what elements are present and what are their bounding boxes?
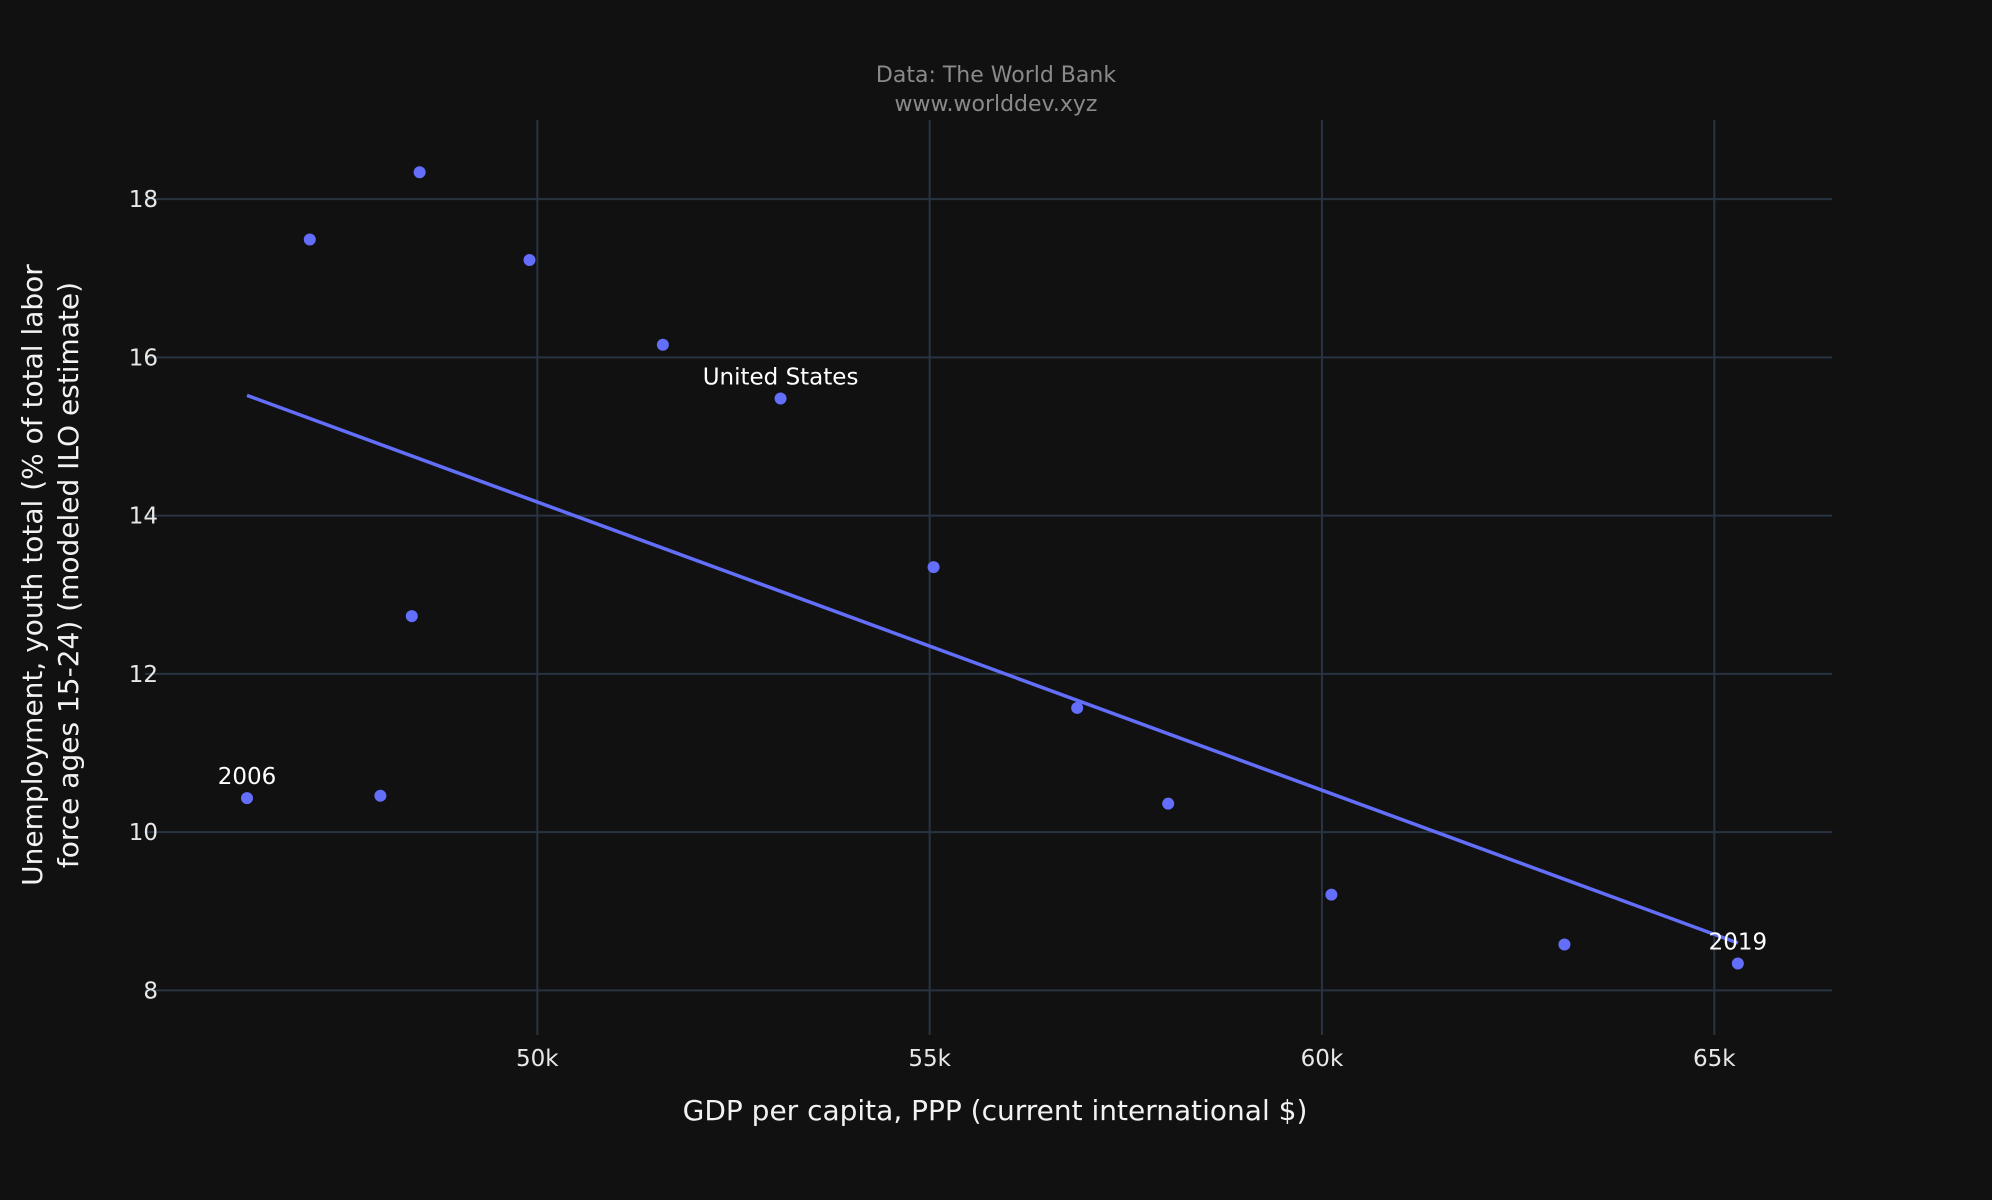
data-point[interactable] [413,166,426,179]
data-point[interactable] [927,561,940,574]
data-point[interactable] [523,254,536,267]
y-tick-label: 10 [129,820,158,846]
y-tick-label: 18 [129,187,158,213]
x-tick-label: 65k [1693,1046,1736,1072]
data-point[interactable] [1071,701,1084,714]
data-point[interactable] [303,233,316,246]
x-tick-label: 55k [908,1046,951,1072]
y-tick-label: 14 [129,504,158,530]
gridlines [145,120,1832,1035]
data-point[interactable] [374,789,387,802]
chart-title-line-2: www.worlddev.xyz [895,92,1098,117]
data-point[interactable] [656,338,669,351]
trendline-layer [246,393,1739,945]
y-tick-label: 8 [143,978,158,1004]
trendline [246,393,1739,945]
x-axis-title: GDP per capita, PPP (current internation… [683,1094,1308,1127]
point-annotation: 2006 [218,764,277,790]
x-tick-label: 60k [1301,1046,1344,1072]
points-layer [241,166,1744,970]
data-point[interactable] [1325,888,1338,901]
annotations-layer: 2006 United States 2019 [218,365,1767,956]
point-annotation: 2019 [1709,930,1768,956]
y-tick-label: 16 [129,345,158,371]
data-point[interactable] [1162,797,1175,810]
data-point[interactable] [1731,957,1744,970]
y-axis-title-line-1: Unemployment, youth total (% of total la… [16,264,49,886]
data-point[interactable] [405,610,418,623]
y-axis-title-line-2: force ages 15-24) (modeled ILO estimate) [52,282,85,868]
data-point[interactable] [241,792,254,805]
y-tick-label: 12 [129,662,158,688]
data-point[interactable] [1558,938,1571,951]
point-annotation: United States [703,365,859,391]
chart-title-line-1: Data: The World Bank [876,63,1116,88]
x-tick-label: 50k [516,1046,559,1072]
data-point[interactable] [774,392,787,405]
tick-labels: 50k 55k 60k 65k 8 10 12 14 16 18 [129,187,1737,1072]
